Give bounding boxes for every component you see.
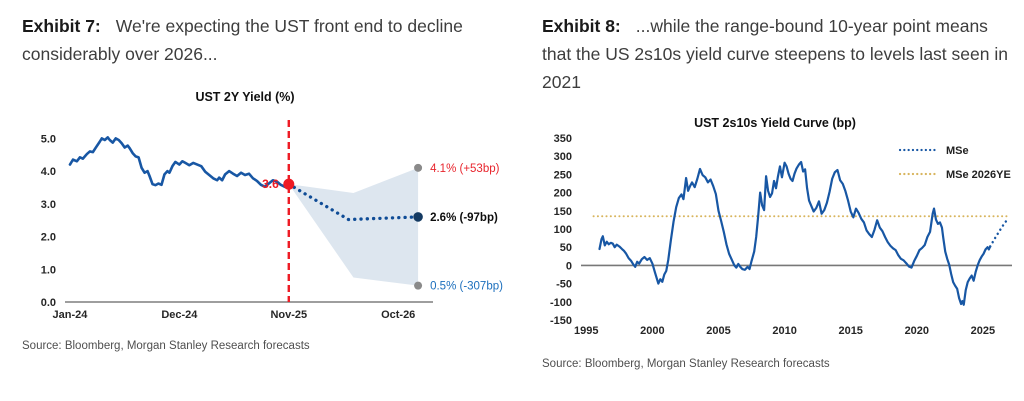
x-tick-label: 2005	[706, 325, 730, 337]
marker-dot	[283, 178, 295, 190]
marker-label: 3.6	[262, 177, 279, 191]
x-tick-label: Nov-25	[270, 309, 307, 321]
y-tick-label: 50	[560, 242, 572, 254]
y-tick-label: 0.0	[41, 297, 56, 309]
y-tick-label: 1.0	[41, 264, 56, 276]
exhibit-7-heading: Exhibit 7: We're expecting the UST front …	[22, 12, 508, 68]
x-tick-label: 2020	[905, 325, 929, 337]
exhibit-7-source: Source: Bloomberg, Morgan Stanley Resear…	[22, 340, 310, 352]
x-tick-label: Dec-24	[161, 309, 198, 321]
y-tick-label: 3.0	[41, 199, 56, 211]
y-tick-label: 100	[554, 224, 572, 236]
x-tick-label: Jan-24	[53, 309, 89, 321]
ust-2y-forecast	[287, 182, 420, 222]
exhibit-7-text: We're expecting the UST front end to dec…	[22, 16, 463, 64]
marker-label: 2.6% (-97bp)	[430, 212, 498, 224]
exhibit-8-source: Source: Bloomberg, Morgan Stanley Resear…	[542, 358, 830, 370]
marker-label: 4.1% (+53bp)	[430, 163, 500, 175]
2s10s-history	[598, 160, 992, 306]
y-tick-label: 300	[554, 151, 572, 163]
ust-2s10s-chart-title: UST 2s10s Yield Curve (bp)	[694, 116, 856, 130]
ust-2y-chart-title: UST 2Y Yield (%)	[195, 90, 295, 104]
marker-dot	[413, 212, 423, 222]
exhibit-8-heading: Exhibit 8: ...while the range-bound 10-ye…	[542, 12, 1014, 96]
exhibit-7-panel: Exhibit 7: We're expecting the UST front …	[22, 12, 508, 352]
x-tick-label: 1995	[574, 325, 598, 337]
ust-2y-chart: 3.6 4.1% (+53bp) 2.6% (-97bp) 0.5% (-307bp)…	[41, 120, 503, 321]
exhibit-8-text: ...while the range-bound 10-year point m…	[542, 16, 1008, 92]
y-tick-label: 5.0	[41, 133, 56, 145]
marker-dot	[414, 163, 423, 172]
x-tick-label: Oct-26	[381, 309, 415, 321]
y-tick-label: 0	[566, 260, 572, 272]
x-tick-label: 2025	[971, 325, 995, 337]
x-tick-label: 2000	[640, 325, 664, 337]
exhibit-8-panel: Exhibit 8: ...while the range-bound 10-ye…	[542, 12, 1014, 370]
forecast-range-band	[288, 167, 419, 286]
x-tick-label: 2010	[772, 325, 796, 337]
y-tick-label: 4.0	[41, 166, 56, 178]
y-tick-label: 250	[554, 169, 572, 181]
2s10s-forecast	[988, 217, 1010, 248]
ust-2y-history	[68, 136, 291, 189]
marker-label: 0.5% (-307bp)	[430, 281, 503, 293]
marker-dot	[414, 281, 423, 290]
y-tick-label: -100	[550, 297, 572, 309]
legend-label: MSe	[946, 145, 969, 157]
exhibit-7-label: Exhibit 7:	[22, 16, 101, 36]
exhibit-8-label: Exhibit 8:	[542, 16, 621, 36]
y-tick-label: -150	[550, 315, 572, 327]
y-tick-label: 2.0	[41, 232, 56, 244]
legend-label: MSe 2026YE	[946, 169, 1011, 181]
y-tick-label: 150	[554, 206, 572, 218]
y-tick-label: -50	[556, 279, 572, 291]
x-tick-label: 2015	[838, 325, 862, 337]
y-tick-label: 200	[554, 188, 572, 200]
y-tick-label: 350	[554, 133, 572, 145]
